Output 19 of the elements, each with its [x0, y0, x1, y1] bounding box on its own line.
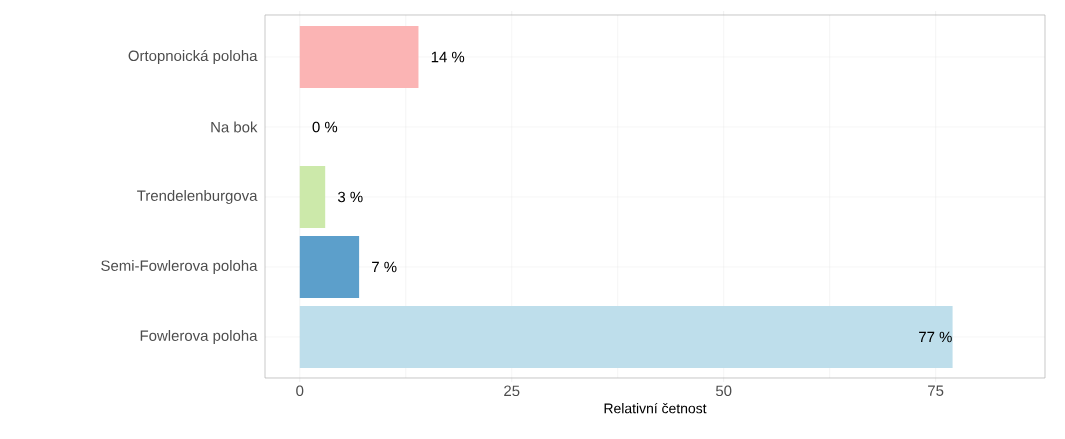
data-label: 7 % — [372, 261, 397, 273]
bar — [299, 25, 419, 88]
bar — [299, 165, 326, 228]
y-tick-label: Na bok — [211, 121, 258, 133]
x-tick-label: 50 — [715, 385, 732, 397]
x-tick-label: 75 — [928, 385, 944, 396]
data-label: 0 % — [312, 121, 338, 133]
data-label: 3 % — [337, 191, 363, 203]
bar — [299, 305, 953, 368]
y-tick-label: Semi-Fowlerova poloha — [101, 260, 258, 274]
x-tick-label: 25 — [504, 385, 520, 397]
data-label: 77 % — [919, 331, 952, 343]
x-axis-title: Relativní četnost — [604, 402, 707, 414]
y-tick-label: Fowlerova poloha — [140, 330, 258, 344]
x-tick-label: 0 — [296, 385, 304, 397]
y-tick-label: Ortopnoická poloha — [128, 49, 258, 65]
data-label: 14 % — [431, 51, 465, 63]
bar — [299, 235, 360, 298]
y-tick-label: Trendelenburgova — [137, 190, 258, 204]
